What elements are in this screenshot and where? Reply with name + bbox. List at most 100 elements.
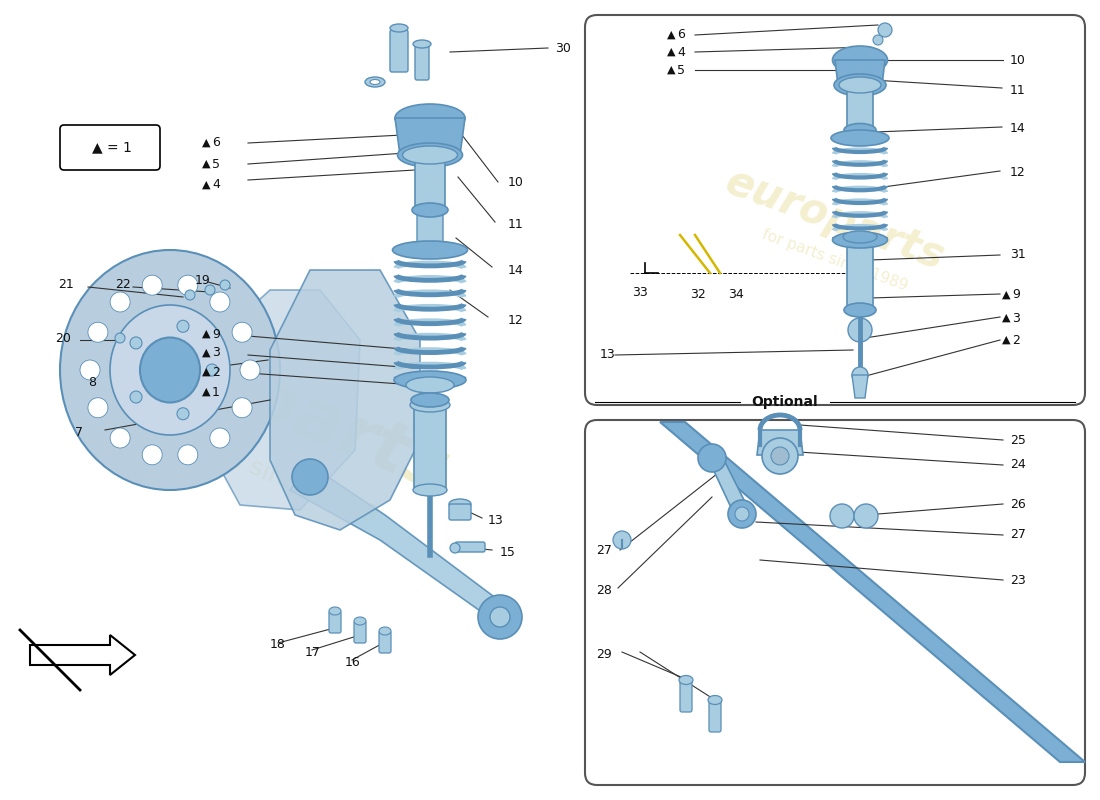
Text: 14: 14 — [508, 263, 524, 277]
Polygon shape — [757, 430, 803, 455]
Circle shape — [698, 444, 726, 472]
Text: 13: 13 — [600, 349, 616, 362]
Circle shape — [210, 292, 230, 312]
FancyBboxPatch shape — [390, 30, 408, 72]
Circle shape — [130, 391, 142, 403]
Ellipse shape — [450, 543, 460, 553]
Text: ▲: ▲ — [1001, 290, 1010, 300]
Circle shape — [142, 275, 162, 295]
Polygon shape — [705, 452, 750, 516]
Text: 2: 2 — [1012, 334, 1020, 346]
Ellipse shape — [844, 303, 876, 317]
Ellipse shape — [110, 305, 230, 435]
Text: 33: 33 — [632, 286, 648, 298]
Text: ▲: ▲ — [201, 329, 210, 339]
FancyBboxPatch shape — [455, 542, 485, 552]
Text: 10: 10 — [1010, 54, 1026, 66]
Ellipse shape — [140, 338, 200, 402]
Circle shape — [185, 290, 195, 300]
Text: 13: 13 — [488, 514, 504, 526]
Text: 9: 9 — [212, 327, 220, 341]
Text: ▲: ▲ — [1001, 313, 1010, 323]
Circle shape — [178, 445, 198, 465]
Circle shape — [178, 275, 198, 295]
Circle shape — [116, 333, 125, 343]
Text: 15: 15 — [500, 546, 516, 559]
FancyBboxPatch shape — [585, 15, 1085, 405]
FancyBboxPatch shape — [415, 154, 446, 210]
Text: 22: 22 — [116, 278, 131, 291]
Ellipse shape — [370, 79, 379, 85]
FancyBboxPatch shape — [449, 504, 471, 520]
Text: ▲ = 1: ▲ = 1 — [92, 140, 132, 154]
Circle shape — [177, 320, 189, 332]
Text: ▲: ▲ — [667, 30, 675, 40]
Text: 28: 28 — [596, 583, 612, 597]
Ellipse shape — [410, 398, 450, 412]
Circle shape — [854, 504, 878, 528]
Circle shape — [110, 428, 130, 448]
FancyBboxPatch shape — [417, 207, 443, 245]
Circle shape — [878, 23, 892, 37]
Text: 11: 11 — [1010, 83, 1025, 97]
Ellipse shape — [834, 74, 886, 96]
Text: 16: 16 — [345, 655, 361, 669]
Text: 12: 12 — [508, 314, 524, 326]
Text: 29: 29 — [596, 649, 612, 662]
FancyBboxPatch shape — [354, 621, 366, 643]
Ellipse shape — [411, 393, 449, 407]
Ellipse shape — [412, 484, 447, 496]
FancyBboxPatch shape — [585, 420, 1085, 785]
Text: 9: 9 — [1012, 289, 1020, 302]
Polygon shape — [30, 635, 135, 675]
Text: 8: 8 — [88, 377, 96, 390]
Circle shape — [232, 322, 252, 342]
FancyBboxPatch shape — [847, 237, 873, 310]
Text: europarts: europarts — [62, 294, 458, 506]
Text: for parts since 1989: for parts since 1989 — [139, 412, 381, 528]
FancyBboxPatch shape — [379, 631, 390, 653]
Ellipse shape — [397, 143, 462, 167]
Text: 25: 25 — [1010, 434, 1026, 446]
Ellipse shape — [379, 627, 390, 635]
Polygon shape — [395, 118, 465, 155]
Circle shape — [142, 445, 162, 465]
Circle shape — [110, 292, 130, 312]
Circle shape — [88, 398, 108, 418]
FancyBboxPatch shape — [680, 680, 692, 712]
Ellipse shape — [394, 371, 466, 389]
Circle shape — [848, 318, 872, 342]
Ellipse shape — [403, 146, 458, 164]
FancyBboxPatch shape — [847, 82, 873, 130]
Text: 14: 14 — [1010, 122, 1025, 134]
Circle shape — [220, 280, 230, 290]
Text: 3: 3 — [1012, 311, 1020, 325]
Ellipse shape — [844, 123, 876, 137]
Text: 26: 26 — [1010, 498, 1025, 510]
Text: 19: 19 — [195, 274, 211, 287]
Text: ▲: ▲ — [201, 348, 210, 358]
Text: europarts: europarts — [719, 161, 950, 279]
Text: 21: 21 — [58, 278, 74, 291]
Ellipse shape — [412, 40, 431, 48]
Ellipse shape — [365, 77, 385, 87]
Ellipse shape — [395, 104, 465, 132]
Polygon shape — [835, 60, 886, 85]
Ellipse shape — [843, 231, 877, 243]
Text: 24: 24 — [1010, 458, 1025, 471]
Text: 4: 4 — [212, 178, 220, 191]
Circle shape — [490, 607, 510, 627]
Circle shape — [210, 428, 230, 448]
Text: 18: 18 — [270, 638, 286, 650]
Circle shape — [478, 595, 522, 639]
Circle shape — [177, 408, 189, 420]
Text: 5: 5 — [676, 63, 685, 77]
Text: Optional: Optional — [751, 395, 818, 409]
Text: 17: 17 — [305, 646, 321, 658]
Text: 2: 2 — [212, 366, 220, 378]
Text: 23: 23 — [1010, 574, 1025, 586]
Text: 6: 6 — [676, 29, 685, 42]
Circle shape — [873, 35, 883, 45]
Text: ▲: ▲ — [201, 138, 210, 148]
Text: ▲: ▲ — [667, 47, 675, 57]
